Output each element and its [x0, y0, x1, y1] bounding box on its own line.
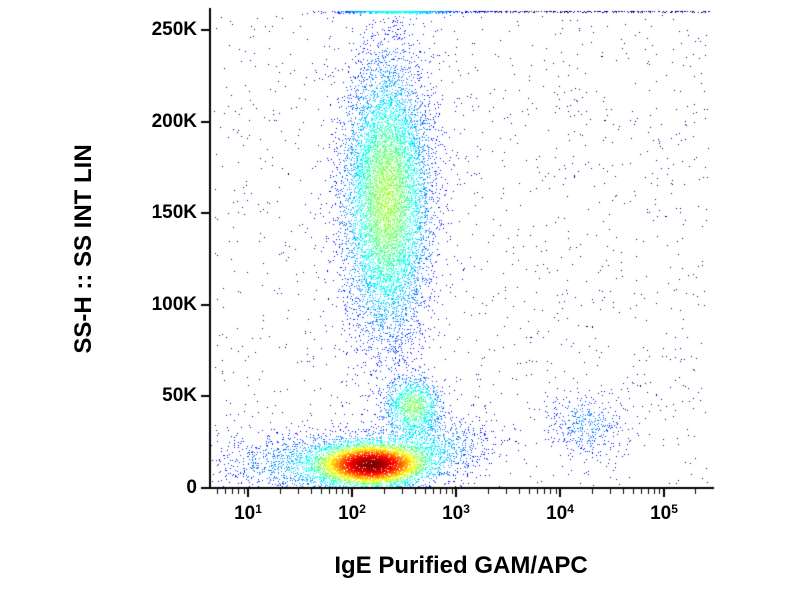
y-tick-label-150K: 150K	[151, 202, 197, 223]
y-tick-label-100K: 100K	[151, 294, 197, 315]
y-tick-label-200K: 200K	[151, 111, 197, 132]
y-tick-label-50K: 50K	[162, 385, 197, 406]
x-axis-label: IgE Purified GAM/APC	[334, 552, 588, 579]
x-tick-label-1e3: 103	[442, 502, 470, 524]
y-axis-label: SS-H :: SS INT LIN	[70, 144, 97, 354]
x-tick-label-1e4: 104	[546, 502, 574, 524]
y-tick-label-0: 0	[186, 477, 197, 498]
x-tick-label-1e1: 101	[234, 502, 262, 524]
x-tick-label-1e2: 102	[338, 502, 366, 524]
y-tick-label-250K: 250K	[151, 19, 197, 40]
x-tick-label-1e5: 105	[650, 502, 678, 524]
